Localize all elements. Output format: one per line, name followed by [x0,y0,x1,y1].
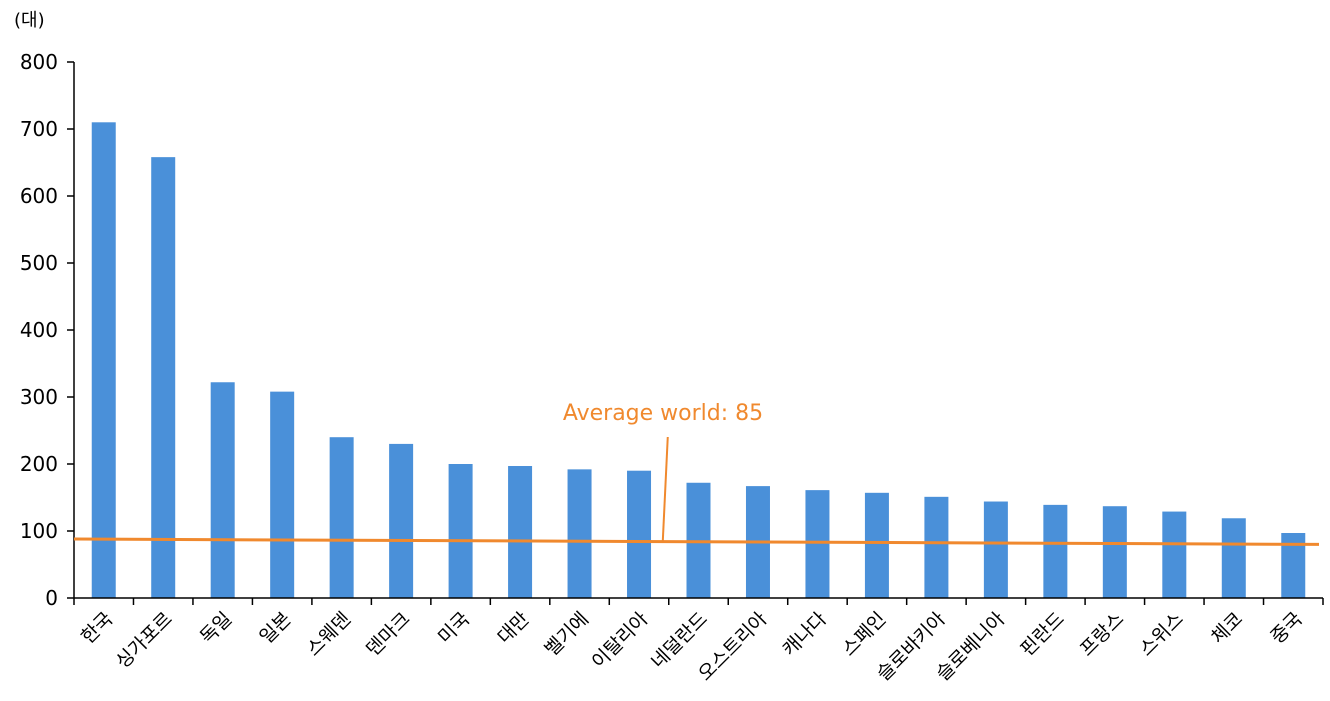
y-axis-unit-label: (대) [14,10,45,31]
category-label: 스위스 [1135,608,1188,661]
category-label: 스페인 [838,608,891,661]
bar [1043,504,1068,598]
bar [567,469,592,598]
category-label: 한국 [77,608,117,648]
bar [805,490,830,598]
bars [91,122,1306,599]
category-label: 캐나다 [778,608,831,661]
bar [91,122,116,599]
average-line [73,537,1320,546]
y-tick-label: 400 [20,318,58,342]
category-label: 핀란드 [1016,608,1069,661]
average-leader-line [661,436,669,542]
category-label: 체코 [1207,608,1247,648]
category-label: 미국 [434,608,474,648]
category-label: 중국 [1267,608,1307,648]
y-axis-ticks: 0 100 200 300 400 500 600 700 800 [20,50,74,610]
bar [389,443,414,598]
category-label: 싱가포르 [112,608,177,673]
bar [210,382,235,598]
y-tick-label: 700 [20,117,58,141]
y-tick-label: 300 [20,385,58,409]
bar [508,466,533,598]
category-label: 일본 [255,608,295,648]
category-label: 대만 [493,608,533,648]
bar [329,437,354,598]
category-label: 프랑스 [1076,608,1129,661]
y-tick-label: 200 [20,452,58,476]
bar [1102,506,1127,598]
category-label: 독일 [196,608,236,648]
bar [864,492,889,598]
category-label: 스웨덴 [303,608,356,661]
bar [983,501,1008,598]
bar [151,157,176,598]
bar [1221,518,1246,598]
bar [448,464,473,598]
bar [627,470,652,598]
average-annotation: Average world: 85 [563,401,763,426]
category-label: 이탈리아 [588,608,653,673]
y-tick-label: 500 [20,251,58,275]
category-label: 덴마크 [362,608,415,661]
category-label: 벨기에 [540,608,593,661]
bar [924,496,949,598]
y-tick-label: 600 [20,184,58,208]
bar [1162,511,1187,598]
y-tick-label: 800 [20,50,58,74]
y-tick-label: 0 [45,586,58,610]
bar [270,391,295,598]
y-tick-label: 100 [20,519,58,543]
x-axis-ticks [73,598,1324,605]
